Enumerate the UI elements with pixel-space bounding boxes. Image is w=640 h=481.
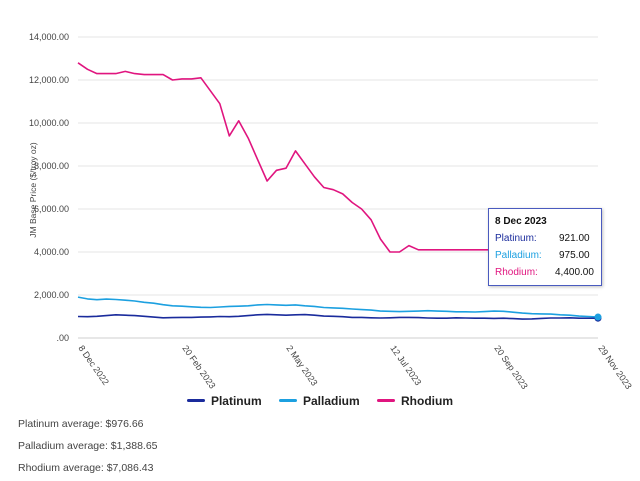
average-palladium: Palladium average: $1,388.65: [18, 440, 158, 452]
x-tick-label: 12 Jul 2023: [388, 343, 423, 387]
y-axis-ticks: 14,000.00 12,000.00 10,000.00 8,000.00 6,000…: [29, 32, 69, 343]
legend-label-rhodium: Rhodium: [401, 393, 454, 408]
legend-item-rhodium[interactable]: Rhodium: [377, 394, 453, 408]
legend-swatch-platinum: [186, 399, 205, 402]
x-tick-label: 20 Sep 2023: [492, 343, 529, 391]
x-tick-label: 20 Feb 2023: [180, 343, 217, 390]
legend-label-palladium: Palladium: [302, 393, 360, 408]
tooltip-label-palladium: Palladium:: [495, 250, 542, 261]
tooltip-row-palladium: Palladium: 975.00: [495, 247, 595, 264]
tooltip-value-palladium: 975.00: [559, 250, 590, 261]
tooltip-value-platinum: 921.00: [559, 233, 590, 244]
legend-label-platinum: Platinum: [210, 393, 262, 408]
chart-legend: Platinum Palladium Rhodium: [0, 391, 640, 408]
y-tick-label: 10,000.00: [29, 118, 69, 128]
gridlines: [78, 36, 598, 296]
y-tick-label: 4,000.00: [34, 247, 69, 257]
series-line-platinum[interactable]: [77, 313, 598, 320]
tooltip-label-rhodium: Rhodium:: [495, 267, 538, 278]
y-tick-label: .00: [56, 333, 69, 343]
end-marker-palladium: [594, 313, 602, 321]
x-tick-label: 29 Nov 2023: [596, 343, 633, 391]
hover-tooltip: 8 Dec 2023 Platinum: 921.00 Palladium: 9…: [488, 208, 602, 286]
legend-swatch-rhodium: [377, 399, 396, 402]
legend-swatch-palladium: [278, 399, 297, 402]
x-tick-label: 8 Dec 2022: [76, 343, 111, 386]
series-line-palladium[interactable]: [77, 296, 599, 318]
y-tick-label: 14,000.00: [29, 32, 69, 42]
tooltip-row-rhodium: Rhodium: 4,400.00: [495, 264, 595, 281]
average-rhodium: Rhodium average: $7,086.43: [18, 462, 154, 474]
tooltip-date: 8 Dec 2023: [495, 216, 547, 227]
y-tick-label: 12,000.00: [29, 75, 69, 85]
averages-panel: Platinum average: $976.66 Palladium aver…: [18, 413, 158, 479]
price-chart: 14,000.00 12,000.00 10,000.00 8,000.00 6,000…: [28, 32, 634, 391]
average-platinum: Platinum average: $976.66: [18, 418, 144, 430]
y-tick-label: 8,000.00: [34, 161, 69, 171]
y-axis-label: JM Base Price ($/troy oz): [28, 142, 38, 238]
legend-item-platinum[interactable]: Platinum: [186, 393, 262, 408]
y-tick-label: 6,000.00: [34, 204, 69, 214]
x-tick-label: 2 May 2023: [284, 343, 319, 387]
tooltip-label-platinum: Platinum:: [495, 233, 537, 244]
tooltip-row-platinum: Platinum: 921.00: [495, 230, 595, 247]
tooltip-value-rhodium: 4,400.00: [555, 267, 594, 278]
y-tick-label: 2,000.00: [34, 290, 69, 300]
legend-item-palladium[interactable]: Palladium: [278, 393, 360, 408]
x-axis-ticks: 8 Dec 2022 20 Feb 2023 2 May 2023 12 Jul 20…: [76, 343, 633, 391]
